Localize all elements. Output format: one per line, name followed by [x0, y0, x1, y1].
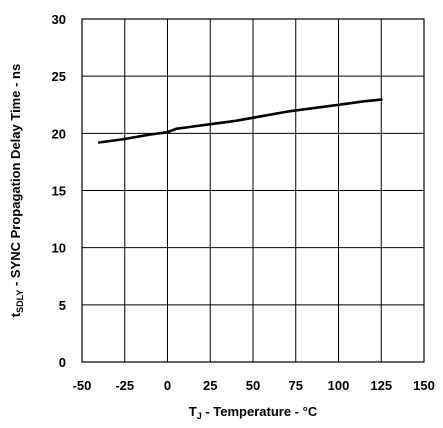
x-tick-label: 25: [203, 378, 217, 393]
y-tick-labels: 0 5 10 15 20 25 30: [52, 12, 66, 370]
y-tick-label: 25: [52, 69, 66, 84]
x-tick-label: 125: [370, 378, 392, 393]
x-tick-label: 100: [328, 378, 350, 393]
x-axis-label-sub: J: [197, 411, 202, 421]
y-axis-label-rest: - SYNC Propagation Delay Time - ns: [8, 64, 23, 290]
y-tick-label: 10: [52, 241, 66, 256]
series-layer: [97, 98, 383, 144]
x-tick-label: -50: [73, 378, 92, 393]
plot-frame: [81, 18, 425, 363]
x-tick-label: -25: [115, 378, 134, 393]
y-tick-label: 5: [59, 298, 66, 313]
y-axis-label-sub: SDLY: [15, 290, 25, 313]
series-line-0: [97, 98, 383, 144]
y-tick-label: 30: [52, 12, 66, 27]
y-tick-label: 0: [59, 355, 66, 370]
grid: [81, 18, 425, 363]
y-tick-label: 20: [52, 126, 66, 141]
x-tick-label: 50: [246, 378, 260, 393]
x-tick-label: 150: [413, 378, 435, 393]
y-tick-label: 15: [52, 184, 66, 199]
x-axis-label-rest: - Temperature - °C: [202, 404, 318, 419]
x-axis-label: TJ - Temperature - °C: [189, 404, 318, 421]
y-axis-label-main: t: [8, 312, 23, 317]
x-tick-label: 75: [289, 378, 303, 393]
x-tick-label: 0: [164, 378, 171, 393]
x-axis-label-main: T: [189, 404, 197, 419]
x-tick-labels: -50 -25 0 25 50 75 100 125 150: [73, 378, 435, 393]
y-axis-label: tSDLY - SYNC Propagation Delay Time - ns: [8, 64, 25, 317]
